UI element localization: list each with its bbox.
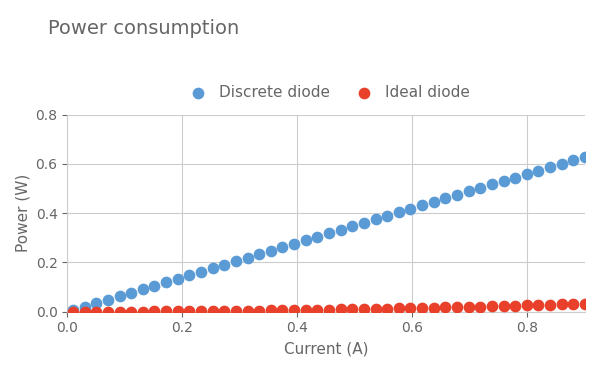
Discrete diode bbox=[406, 206, 415, 212]
Ideal diode bbox=[173, 308, 182, 314]
Ideal diode bbox=[511, 303, 520, 309]
Discrete diode bbox=[464, 188, 473, 194]
Ideal diode bbox=[382, 306, 392, 312]
Ideal diode bbox=[324, 307, 334, 313]
Discrete diode bbox=[127, 290, 136, 296]
Discrete diode bbox=[220, 262, 229, 267]
Discrete diode bbox=[115, 293, 124, 299]
Discrete diode bbox=[394, 209, 404, 215]
Ideal diode bbox=[220, 308, 229, 314]
Ideal diode bbox=[68, 309, 78, 315]
Text: Power consumption: Power consumption bbox=[48, 19, 239, 37]
Ideal diode bbox=[557, 302, 566, 308]
Discrete diode bbox=[185, 272, 194, 278]
Discrete diode bbox=[359, 220, 369, 226]
Ideal diode bbox=[231, 308, 241, 314]
Ideal diode bbox=[452, 304, 462, 310]
Discrete diode bbox=[208, 265, 217, 271]
Discrete diode bbox=[278, 244, 287, 250]
Discrete diode bbox=[499, 178, 508, 184]
Discrete diode bbox=[545, 164, 555, 170]
Ideal diode bbox=[545, 302, 555, 308]
Discrete diode bbox=[336, 227, 346, 233]
Ideal diode bbox=[313, 307, 322, 313]
Discrete diode bbox=[138, 286, 148, 292]
Discrete diode bbox=[68, 307, 78, 313]
Ideal diode bbox=[208, 308, 217, 314]
Discrete diode bbox=[452, 192, 462, 198]
Ideal diode bbox=[440, 305, 450, 311]
Discrete diode bbox=[511, 174, 520, 180]
Discrete diode bbox=[80, 303, 89, 309]
Ideal diode bbox=[115, 309, 124, 315]
Discrete diode bbox=[103, 296, 113, 302]
Ideal diode bbox=[92, 309, 101, 315]
Discrete diode bbox=[382, 213, 392, 219]
Ideal diode bbox=[243, 308, 253, 314]
Ideal diode bbox=[196, 308, 206, 314]
Discrete diode bbox=[522, 171, 532, 177]
Ideal diode bbox=[254, 308, 264, 313]
Discrete diode bbox=[301, 237, 311, 243]
Discrete diode bbox=[149, 283, 159, 289]
Ideal diode bbox=[359, 306, 369, 312]
Discrete diode bbox=[243, 255, 253, 261]
Ideal diode bbox=[80, 309, 89, 315]
Ideal diode bbox=[289, 307, 299, 313]
Ideal diode bbox=[301, 307, 311, 313]
Ideal diode bbox=[161, 308, 171, 314]
Ideal diode bbox=[149, 309, 159, 315]
Discrete diode bbox=[313, 234, 322, 240]
Ideal diode bbox=[569, 301, 578, 307]
Ideal diode bbox=[336, 306, 346, 312]
Ideal diode bbox=[522, 302, 532, 308]
X-axis label: Current (A): Current (A) bbox=[284, 341, 368, 356]
Discrete diode bbox=[475, 185, 485, 191]
Ideal diode bbox=[429, 305, 439, 311]
Discrete diode bbox=[487, 181, 497, 187]
Discrete diode bbox=[161, 279, 171, 285]
Ideal diode bbox=[580, 301, 590, 307]
Ideal diode bbox=[533, 302, 543, 308]
Ideal diode bbox=[347, 306, 357, 312]
Discrete diode bbox=[173, 276, 182, 282]
Discrete diode bbox=[254, 251, 264, 257]
Ideal diode bbox=[103, 309, 113, 315]
Ideal diode bbox=[127, 309, 136, 315]
Ideal diode bbox=[464, 304, 473, 310]
Ideal diode bbox=[499, 303, 508, 309]
Discrete diode bbox=[347, 223, 357, 229]
Ideal diode bbox=[266, 308, 275, 313]
Discrete diode bbox=[92, 300, 101, 306]
Discrete diode bbox=[440, 196, 450, 201]
Discrete diode bbox=[266, 248, 275, 254]
Ideal diode bbox=[371, 306, 380, 312]
Legend: Discrete diode, Ideal diode: Discrete diode, Ideal diode bbox=[176, 79, 476, 106]
Ideal diode bbox=[487, 303, 497, 309]
Ideal diode bbox=[475, 304, 485, 310]
Discrete diode bbox=[580, 154, 590, 160]
Y-axis label: Power (W): Power (W) bbox=[15, 174, 30, 252]
Ideal diode bbox=[418, 305, 427, 311]
Discrete diode bbox=[371, 216, 380, 222]
Ideal diode bbox=[185, 308, 194, 314]
Discrete diode bbox=[569, 157, 578, 163]
Discrete diode bbox=[231, 258, 241, 264]
Discrete diode bbox=[429, 199, 439, 205]
Discrete diode bbox=[289, 241, 299, 247]
Ideal diode bbox=[278, 308, 287, 313]
Discrete diode bbox=[196, 269, 206, 275]
Discrete diode bbox=[557, 161, 566, 167]
Ideal diode bbox=[138, 309, 148, 315]
Ideal diode bbox=[406, 305, 415, 311]
Discrete diode bbox=[418, 203, 427, 209]
Ideal diode bbox=[394, 305, 404, 311]
Discrete diode bbox=[533, 168, 543, 174]
Discrete diode bbox=[324, 230, 334, 236]
